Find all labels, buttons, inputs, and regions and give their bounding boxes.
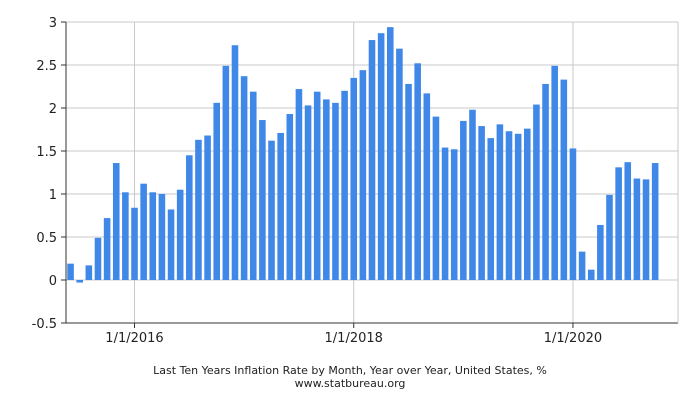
bar-2018-09 bbox=[423, 93, 431, 280]
bar-2019-09 bbox=[533, 104, 540, 280]
bar-2015-12 bbox=[122, 192, 129, 280]
bar-2018-06 bbox=[396, 48, 403, 280]
bar-2018-12 bbox=[450, 149, 458, 280]
bar-2019-05 bbox=[496, 124, 504, 280]
bar-2019-08 bbox=[523, 128, 531, 280]
bar-2016-10 bbox=[213, 102, 221, 280]
bar-2019-04 bbox=[487, 138, 495, 280]
bar-2016-04 bbox=[158, 194, 166, 280]
bar-2017-10 bbox=[323, 99, 330, 281]
bar-2017-01 bbox=[240, 76, 248, 281]
bar-2016-07 bbox=[186, 155, 193, 280]
bar-2016-12 bbox=[231, 45, 239, 280]
bar-2017-04 bbox=[268, 140, 275, 280]
y-tick-label: 0 bbox=[49, 274, 57, 289]
bar-2019-03 bbox=[478, 126, 485, 280]
bar-2019-06 bbox=[505, 131, 513, 280]
bar-2018-05 bbox=[386, 27, 394, 280]
bar-2020-05 bbox=[606, 194, 613, 280]
bar-2020-09 bbox=[642, 179, 650, 280]
bar-2017-08 bbox=[304, 105, 312, 280]
bar-2020-03 bbox=[587, 269, 595, 280]
y-tick-label: -0.5 bbox=[32, 317, 57, 332]
bar-2017-02 bbox=[249, 91, 257, 280]
bar-2016-08 bbox=[195, 139, 202, 280]
bar-2017-09 bbox=[313, 91, 321, 280]
y-tick-label: 2 bbox=[49, 102, 57, 117]
bar-2017-06 bbox=[286, 114, 294, 281]
bar-2019-02 bbox=[469, 109, 476, 280]
bar-2015-07 bbox=[76, 280, 83, 283]
chart-subtitle: www.statbureau.org bbox=[295, 377, 406, 390]
chart-title: Last Ten Years Inflation Rate by Month, … bbox=[153, 364, 547, 377]
bar-2016-02 bbox=[140, 183, 147, 280]
bar-2020-02 bbox=[578, 251, 586, 280]
x-tick-labels: 1/1/2016 1/1/2018 1/1/2020 bbox=[105, 331, 602, 346]
bar-2016-03 bbox=[149, 192, 157, 280]
bar-2015-11 bbox=[112, 163, 120, 280]
bars bbox=[67, 27, 659, 283]
bar-2019-11 bbox=[551, 65, 558, 280]
bar-2017-11 bbox=[332, 102, 339, 280]
bar-2019-10 bbox=[542, 83, 549, 280]
x-tick-label: 1/1/2016 bbox=[105, 331, 163, 346]
y-tick-label: 1 bbox=[49, 188, 57, 203]
y-tick-label: 0.5 bbox=[36, 231, 57, 246]
bar-2016-11 bbox=[222, 65, 230, 280]
bar-2016-09 bbox=[204, 135, 211, 280]
bar-2018-10 bbox=[432, 116, 440, 280]
y-tick-labels: 3 2.5 2 1.5 1 0.5 0 -0.5 bbox=[32, 16, 57, 332]
x-tick-label: 1/1/2020 bbox=[544, 331, 602, 346]
bar-2019-01 bbox=[460, 120, 467, 281]
x-tick-label: 1/1/2018 bbox=[325, 331, 383, 346]
y-tick-label: 3 bbox=[49, 16, 57, 31]
bar-2015-06 bbox=[67, 263, 74, 280]
bar-2020-08 bbox=[633, 178, 641, 280]
bar-2018-03 bbox=[368, 40, 376, 281]
bar-2018-11 bbox=[441, 147, 449, 280]
bar-2018-04 bbox=[377, 33, 385, 281]
bar-2020-06 bbox=[615, 167, 622, 280]
y-tick-label: 1.5 bbox=[36, 145, 57, 160]
bar-2020-01 bbox=[569, 148, 577, 280]
bar-2016-06 bbox=[176, 189, 184, 280]
bar-2016-01 bbox=[131, 207, 138, 280]
axes bbox=[61, 21, 679, 328]
bar-2015-10 bbox=[103, 218, 111, 280]
bar-2016-05 bbox=[167, 209, 175, 280]
bar-2019-12 bbox=[560, 79, 568, 281]
bar-2020-07 bbox=[624, 162, 632, 280]
bar-2017-03 bbox=[259, 120, 266, 280]
bar-2019-07 bbox=[514, 133, 522, 280]
bar-2018-07 bbox=[405, 83, 412, 280]
bar-2017-07 bbox=[295, 89, 303, 280]
bar-2020-04 bbox=[597, 224, 604, 280]
bar-2017-12 bbox=[341, 90, 348, 280]
bar-2020-10 bbox=[651, 163, 659, 280]
bar-2018-02 bbox=[359, 70, 367, 280]
bar-2018-08 bbox=[414, 63, 421, 280]
bar-2018-01 bbox=[350, 77, 358, 281]
bar-2015-09 bbox=[94, 237, 102, 280]
y-tick-label: 2.5 bbox=[36, 59, 57, 74]
bar-2015-08 bbox=[85, 265, 93, 280]
bar-2017-05 bbox=[277, 132, 284, 280]
